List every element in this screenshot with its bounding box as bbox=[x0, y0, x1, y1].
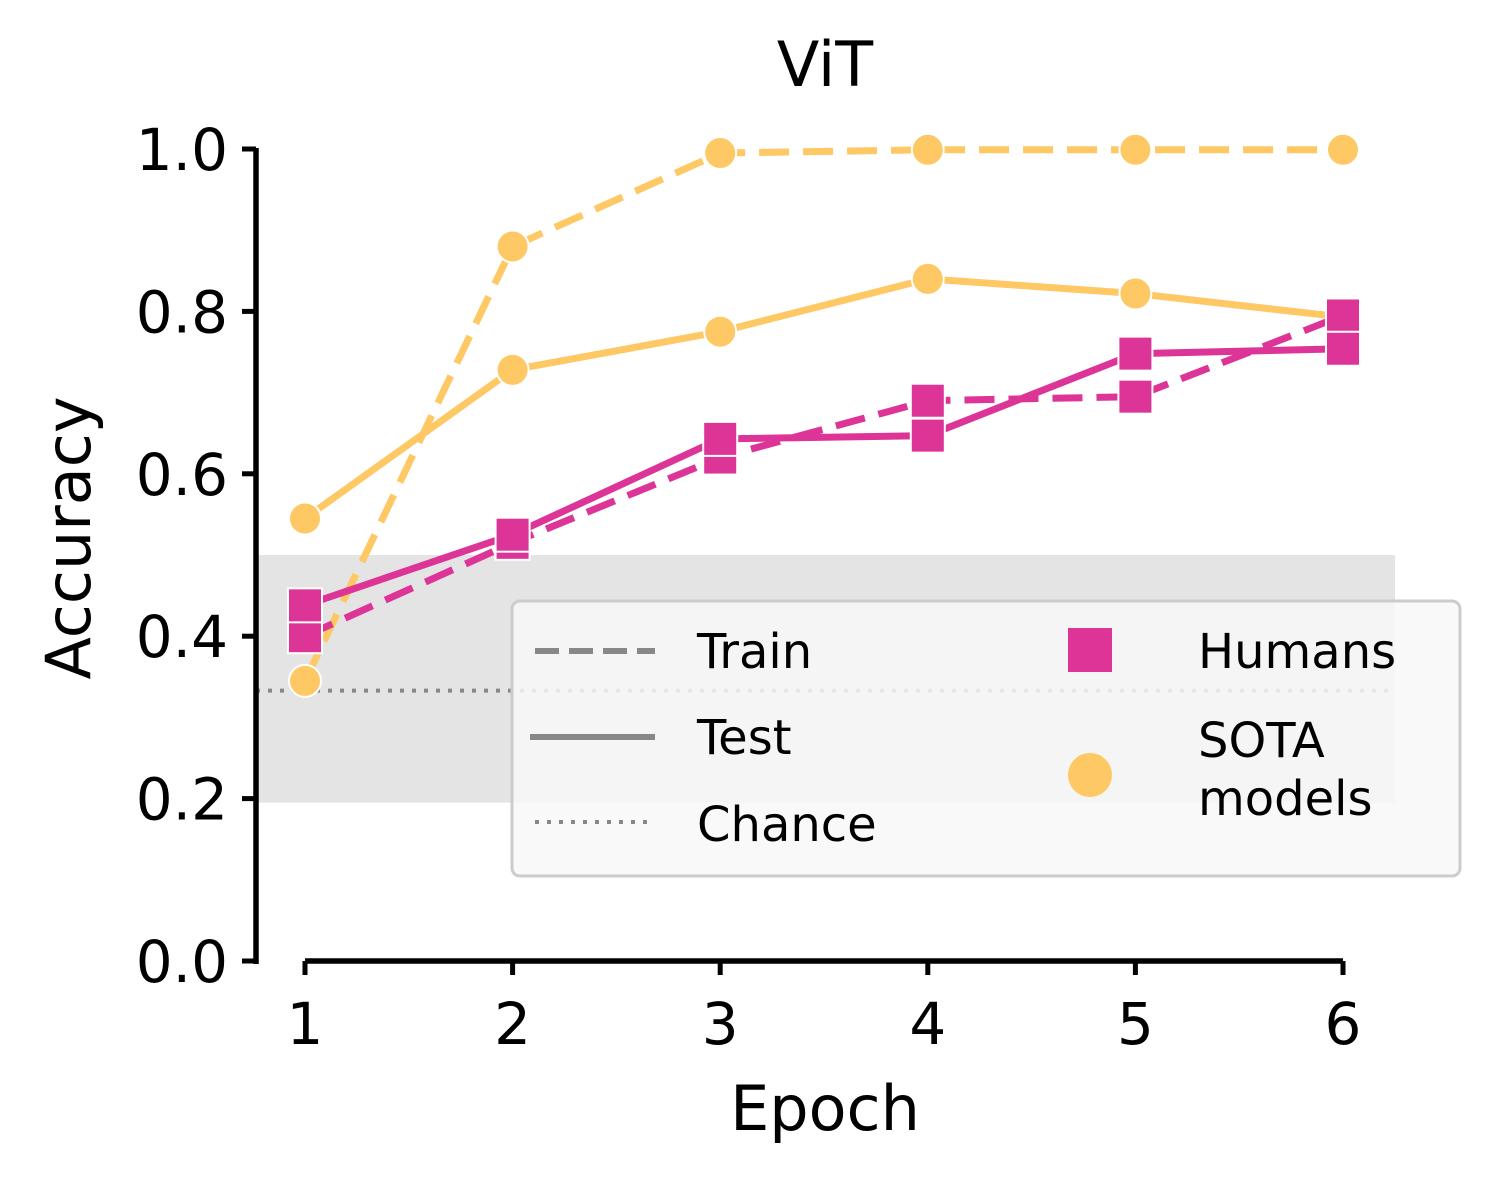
point-sota-train bbox=[1118, 132, 1153, 167]
y-tick-label: 0.4 bbox=[136, 603, 228, 671]
x-tick-label: 5 bbox=[1117, 990, 1154, 1058]
y-tick-label: 0.8 bbox=[136, 278, 228, 346]
x-tick-label: 3 bbox=[702, 990, 739, 1058]
y-tick-label: 0.6 bbox=[136, 441, 228, 509]
series-line-sota-test bbox=[302, 275, 1344, 522]
point-humans-test bbox=[494, 516, 531, 553]
legend-box bbox=[510, 599, 1462, 878]
y-axis-label: Accuracy bbox=[32, 396, 105, 679]
legend-humans-marker bbox=[1068, 628, 1112, 672]
y-tick-label: 0.0 bbox=[136, 928, 228, 996]
legend-humans-label: Humans bbox=[1198, 624, 1396, 680]
point-sota-test bbox=[910, 261, 945, 296]
legend-test-label: Test bbox=[696, 710, 792, 766]
x-axis-label: Epoch bbox=[730, 1072, 920, 1145]
legend-sota-marker bbox=[1068, 753, 1112, 797]
point-humans-test bbox=[702, 420, 739, 457]
point-humans-train bbox=[1325, 297, 1361, 334]
point-humans-train bbox=[1117, 378, 1154, 415]
chart-title: ViT bbox=[777, 28, 874, 101]
point-sota-test bbox=[1118, 276, 1153, 311]
y-tick-label: 1.0 bbox=[136, 116, 228, 184]
point-humans-test bbox=[287, 587, 323, 624]
point-humans-train bbox=[909, 382, 946, 419]
point-humans-train bbox=[287, 618, 323, 655]
point-sota-test bbox=[495, 352, 530, 387]
x-tick-label: 4 bbox=[909, 990, 946, 1058]
point-sota-train bbox=[288, 663, 322, 698]
point-sota-train bbox=[703, 136, 738, 171]
series-line-humans-test bbox=[303, 345, 1344, 609]
point-sota-test bbox=[703, 314, 738, 349]
legend-chance-label: Chance bbox=[697, 797, 877, 853]
legend: Train Test Chance Humans SOTA models bbox=[510, 599, 1462, 878]
point-sota-train bbox=[495, 229, 530, 264]
legend-sota-label: SOTA models bbox=[1198, 713, 1372, 827]
point-humans-test bbox=[909, 417, 946, 454]
point-humans-test bbox=[1325, 330, 1361, 367]
x-tick-label: 2 bbox=[494, 990, 531, 1058]
point-sota-train bbox=[910, 132, 945, 167]
point-humans-test bbox=[1117, 335, 1154, 372]
x-tick-label: 6 bbox=[1325, 990, 1362, 1058]
legend-train-label: Train bbox=[696, 624, 812, 680]
series-line-sota-train bbox=[301, 146, 1343, 683]
point-sota-train bbox=[1326, 132, 1360, 167]
point-sota-test bbox=[288, 501, 322, 536]
x-tick-label: 1 bbox=[287, 990, 324, 1058]
series-line-humans-train bbox=[303, 312, 1345, 640]
y-tick-label: 0.2 bbox=[136, 766, 228, 834]
